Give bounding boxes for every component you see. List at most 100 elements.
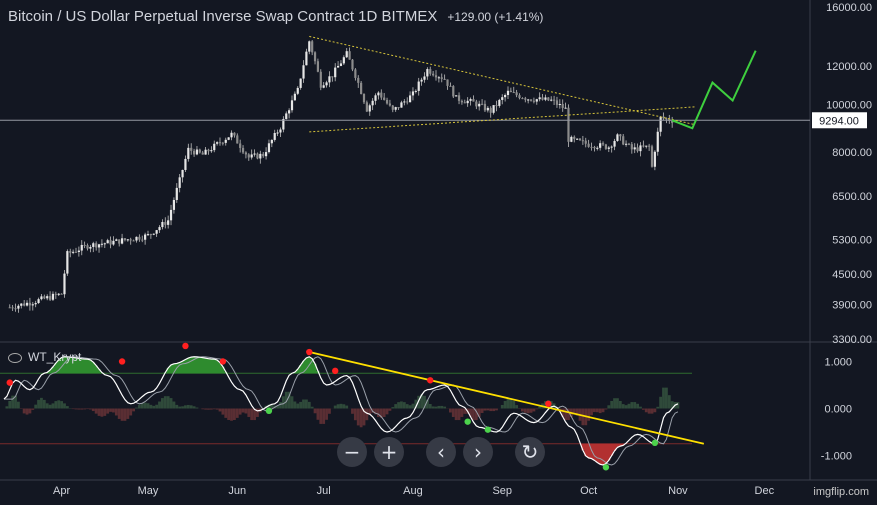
candle-body	[533, 101, 535, 102]
green-signal-dot	[485, 426, 491, 432]
candle-body	[86, 245, 88, 248]
candle-body	[17, 306, 19, 309]
candle-body	[363, 94, 365, 102]
candle-body	[14, 308, 16, 309]
red-signal-dot	[306, 349, 312, 355]
zoom-out-button[interactable]: −	[337, 437, 367, 467]
candle-body	[311, 41, 313, 52]
candle-body	[392, 106, 394, 110]
candle-body	[556, 100, 558, 104]
histogram-bar	[149, 405, 152, 409]
histogram-bar	[308, 402, 311, 409]
candle-body	[631, 144, 633, 149]
histogram-bar	[397, 402, 400, 408]
scroll-back-button[interactable]: ‹	[426, 437, 456, 467]
histogram-bar	[409, 405, 412, 408]
histogram-bar	[521, 409, 524, 412]
candle-body	[219, 142, 221, 143]
candle-body	[651, 146, 653, 166]
candle-body	[176, 188, 178, 200]
histogram-bar	[83, 409, 86, 410]
histogram-bar	[515, 405, 518, 408]
histogram-bar	[656, 407, 659, 409]
candle-body	[438, 77, 440, 78]
candle-body	[487, 108, 489, 111]
candle-body	[536, 99, 538, 101]
candle-body	[654, 152, 656, 167]
wt-tick-label: 0.000	[824, 404, 852, 416]
candle-body	[124, 238, 126, 240]
candle-body	[467, 101, 469, 103]
candle-body	[429, 69, 431, 74]
candle-body	[135, 237, 137, 241]
candle-body	[156, 230, 158, 234]
candle-body	[52, 294, 54, 300]
histogram-bar	[639, 407, 642, 409]
histogram-bar	[435, 407, 438, 409]
histogram-bar	[322, 409, 325, 424]
histogram-bar	[642, 409, 645, 410]
histogram-bar	[365, 409, 368, 421]
histogram-bar	[233, 409, 236, 420]
candle-body	[409, 95, 411, 102]
candle-body	[150, 234, 152, 235]
red-signal-dot	[545, 401, 551, 407]
candle-body	[539, 97, 541, 99]
candle-body	[115, 239, 117, 240]
candle-body	[248, 154, 250, 157]
candle-body	[510, 91, 512, 92]
price-tick-label: 5300.00	[832, 234, 872, 246]
candle-body	[366, 102, 368, 111]
candle-body	[435, 75, 437, 77]
zoom-in-button[interactable]: +	[374, 437, 404, 467]
candle-body	[245, 152, 247, 154]
red-signal-dot	[332, 368, 338, 374]
candle-body	[216, 142, 218, 144]
histogram-bar	[530, 409, 533, 413]
candle-body	[576, 139, 578, 140]
candle-body	[66, 251, 68, 273]
histogram-bar	[317, 409, 320, 420]
candle-body	[386, 100, 388, 104]
candle-body	[297, 88, 299, 94]
histogram-bar	[126, 409, 129, 419]
histogram-bar	[432, 406, 435, 408]
green-signal-dot	[652, 440, 658, 446]
indicator-legend[interactable]: WT_Krypt	[8, 350, 81, 364]
reset-chart-button[interactable]: ↻	[515, 437, 545, 467]
eye-icon[interactable]	[8, 353, 22, 363]
candle-body	[395, 107, 397, 110]
histogram-bar	[645, 409, 648, 413]
candle-body	[461, 101, 463, 102]
histogram-bar	[293, 402, 296, 409]
histogram-bar	[29, 409, 32, 414]
month-tick-label: Sep	[492, 485, 512, 497]
candle-body	[369, 105, 371, 111]
candle-body	[179, 177, 181, 188]
candle-body	[294, 94, 296, 101]
candle-body	[354, 69, 356, 77]
histogram-bar	[524, 409, 527, 413]
histogram-bar	[527, 409, 530, 414]
candle-body	[239, 144, 241, 148]
candle-body	[256, 154, 258, 159]
candle-body	[444, 79, 446, 80]
histogram-bar	[461, 409, 464, 417]
candle-body	[127, 239, 129, 240]
candle-body	[236, 135, 238, 143]
histogram-bar	[207, 409, 210, 410]
candle-body	[406, 101, 408, 102]
histogram-bar	[360, 409, 363, 428]
histogram-bar	[533, 409, 536, 412]
histogram-bar	[204, 409, 207, 410]
candle-body	[602, 143, 604, 144]
candle-body	[374, 95, 376, 100]
scroll-forward-button[interactable]: ›	[463, 437, 493, 467]
histogram-bar	[118, 409, 121, 419]
candle-body	[20, 304, 22, 306]
candle-body	[55, 294, 57, 295]
histogram-bar	[66, 406, 69, 408]
histogram-bar	[449, 409, 452, 413]
